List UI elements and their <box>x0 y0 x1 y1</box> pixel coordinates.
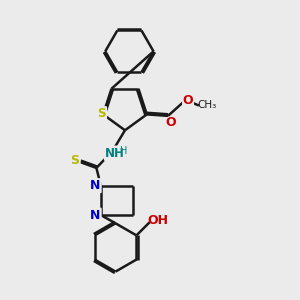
Text: O: O <box>165 116 176 129</box>
Text: O: O <box>183 94 193 107</box>
Text: NH: NH <box>105 147 125 160</box>
Text: H: H <box>120 146 127 157</box>
Text: N: N <box>90 179 101 192</box>
Text: S: S <box>98 107 106 120</box>
Text: N: N <box>90 208 101 222</box>
Text: OH: OH <box>148 214 169 226</box>
Text: S: S <box>70 154 80 167</box>
Text: CH₃: CH₃ <box>197 100 217 110</box>
